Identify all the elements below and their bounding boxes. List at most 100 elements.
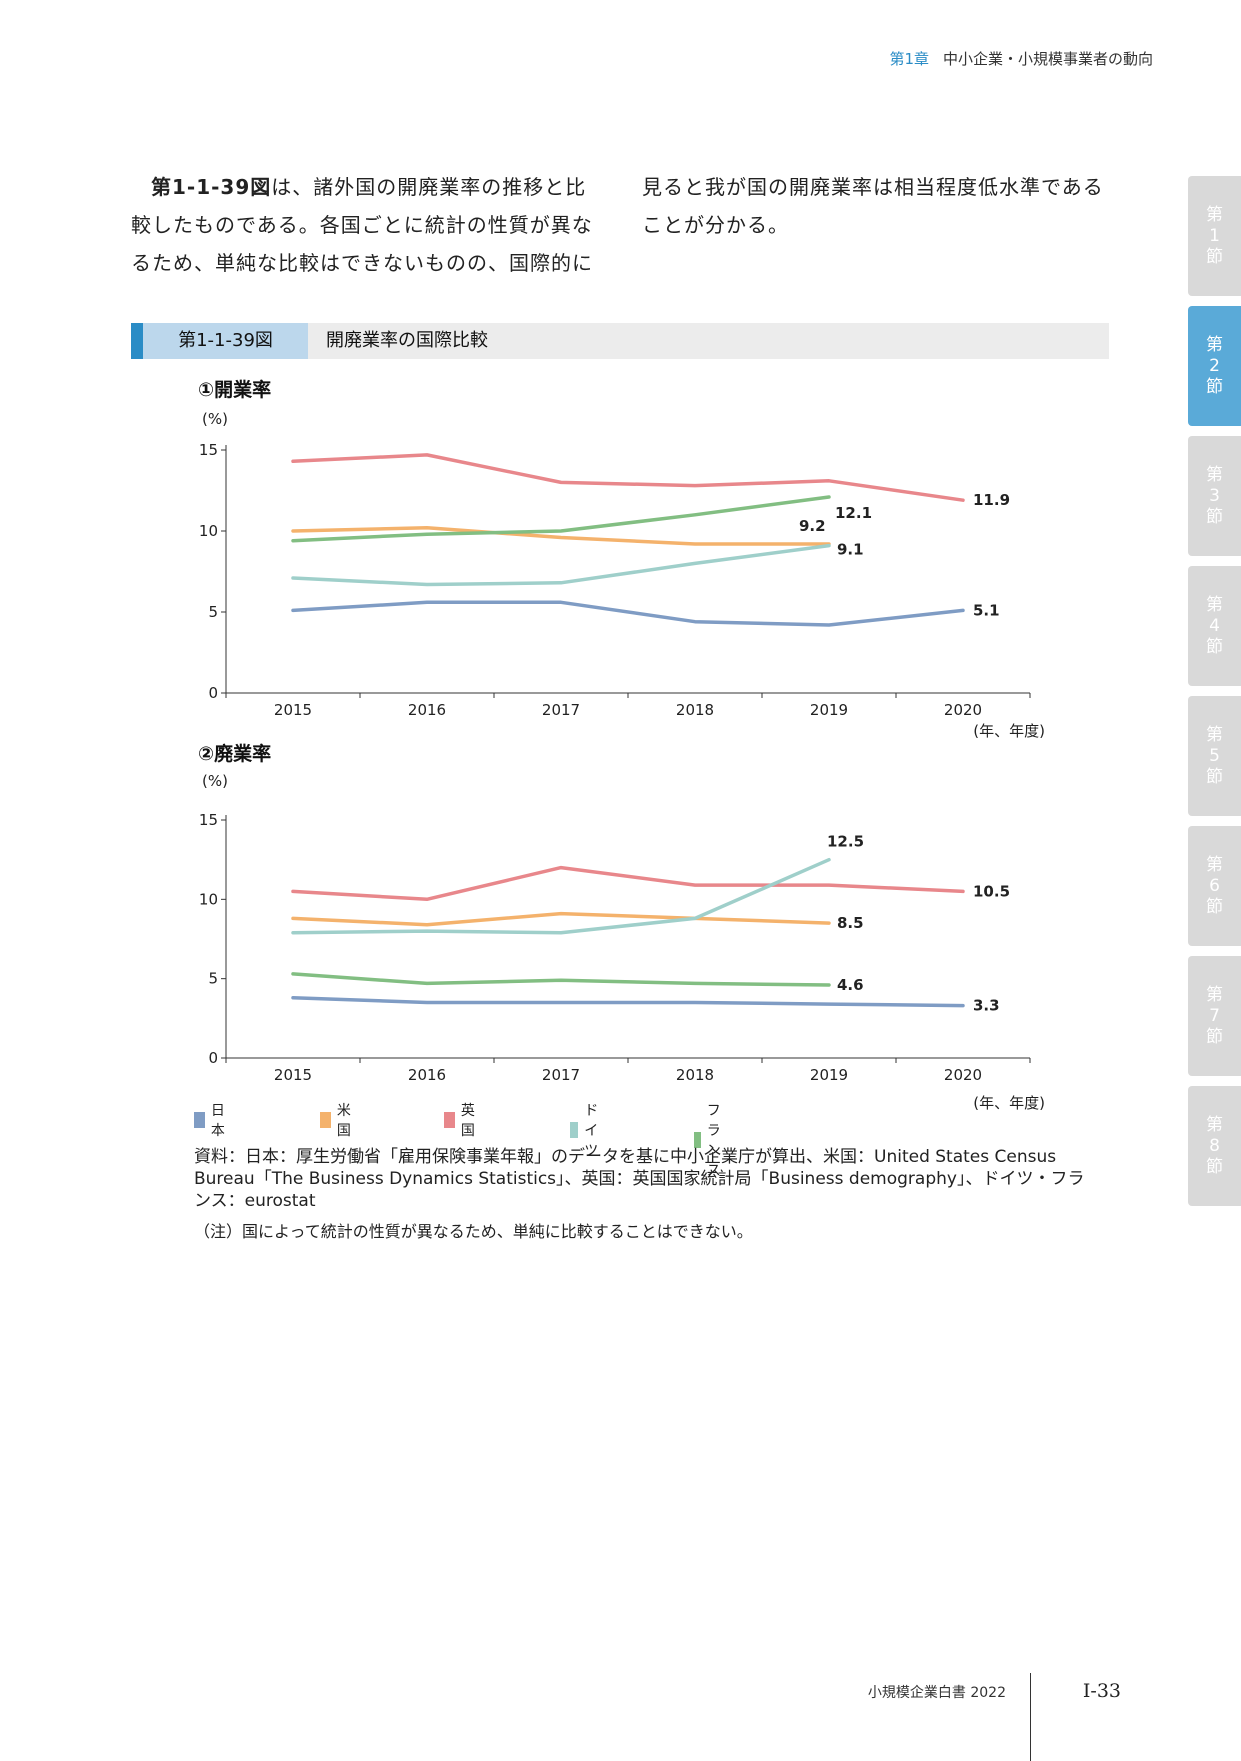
source-note: 資料：日本：厚生労働省「雇用保険事業年報」のデータを基に中小企業庁が算出、米国：… <box>194 1147 1085 1211</box>
data-label: 5.1 <box>973 601 1000 619</box>
figure-reference: 第1-1-39図 <box>151 175 272 199</box>
section-tab-text: 節 <box>1206 376 1223 397</box>
section-tab-text: 第 <box>1206 594 1223 615</box>
series-line <box>291 526 831 546</box>
legend-label: 日本 <box>210 1103 225 1139</box>
footer-divider <box>1030 1673 1031 1761</box>
series-line <box>291 995 965 1008</box>
x-axis-label: (年、年度) <box>973 722 1045 740</box>
series-line <box>291 857 831 935</box>
y-tick-label: 10 <box>199 890 218 908</box>
section-tab-text: 第 <box>1206 854 1223 875</box>
data-label: 8.5 <box>837 914 864 932</box>
legend-swatch <box>570 1122 579 1138</box>
section-tab-text: 1 <box>1209 225 1220 246</box>
legend-label: フランス <box>706 1103 721 1179</box>
x-tick-label: 2017 <box>542 1066 580 1084</box>
page-number: I-33 <box>1082 1680 1121 1702</box>
section-tab-text: 第 <box>1206 334 1223 355</box>
y-tick-label: 5 <box>208 970 218 988</box>
legend-label: 米国 <box>336 1103 351 1139</box>
section-tab-text: 第 <box>1206 984 1223 1005</box>
y-tick-label: 5 <box>208 603 218 621</box>
figure-title-accent <box>131 323 143 359</box>
section-tab-text: 6 <box>1209 875 1220 896</box>
x-tick-label: 2018 <box>676 701 714 719</box>
y-axis-unit: (%) <box>202 772 228 790</box>
legend-label: ドイツ <box>584 1103 599 1159</box>
section-tab-text: 第 <box>1206 204 1223 225</box>
legend-item: 日本 <box>194 1100 230 1140</box>
legend-item: 英国 <box>444 1100 480 1140</box>
data-label: 12.1 <box>835 504 872 522</box>
section-tab-text: 4 <box>1209 615 1220 636</box>
legend-swatch <box>444 1112 455 1128</box>
book-title: 小規模企業白書 2022 <box>867 1685 1006 1701</box>
x-tick-label: 2019 <box>810 1066 848 1084</box>
section-tab-text: 節 <box>1206 1026 1223 1047</box>
data-label: 10.5 <box>973 882 1010 900</box>
x-axis-label: (年、年度) <box>973 1094 1045 1112</box>
x-tick-label: 2019 <box>810 701 848 719</box>
section-tab-text: 7 <box>1209 1005 1220 1026</box>
figure-number: 第1-1-39図 <box>143 323 308 359</box>
y-tick-label: 15 <box>199 811 218 829</box>
y-tick-label: 15 <box>199 441 218 459</box>
data-label: 4.6 <box>837 976 864 994</box>
series-line <box>291 972 831 987</box>
legend-swatch <box>694 1132 701 1148</box>
y-tick-label: 0 <box>208 684 218 702</box>
x-tick-label: 2020 <box>944 1066 982 1084</box>
section-tab-text: 8 <box>1209 1135 1220 1156</box>
legend-swatch <box>194 1112 205 1128</box>
series-line <box>291 911 831 927</box>
section-tab-text: 節 <box>1206 896 1223 917</box>
section-tab-text: 第 <box>1206 1114 1223 1135</box>
series-line <box>291 495 831 543</box>
legend-label: 英国 <box>460 1103 475 1139</box>
x-tick-label: 2015 <box>274 1066 312 1084</box>
data-label: 9.1 <box>837 541 864 559</box>
y-tick-label: 10 <box>199 522 218 540</box>
series-line <box>291 600 965 627</box>
data-label: 9.2 <box>799 517 826 535</box>
series-line <box>291 543 831 587</box>
section-tab-text: 節 <box>1206 1156 1223 1177</box>
section-tab-text: 節 <box>1206 506 1223 527</box>
body-text-left: 第1-1-39図は、諸外国の開廃業率の推移と比較したものである。各国ごとに統計の… <box>131 168 607 282</box>
section-tab-text: 節 <box>1206 636 1223 657</box>
body-text-right: 見ると我が国の開廃業率は相当程度低水準であることが分かる。 <box>642 175 1104 237</box>
section-tab-text: 第 <box>1206 464 1223 485</box>
data-label: 3.3 <box>973 997 1000 1015</box>
x-tick-label: 2020 <box>944 701 982 719</box>
chart-title: ②廃業率 <box>198 742 271 765</box>
chart-title: ①開業率 <box>198 378 271 401</box>
chart-opening-rate: ①開業率 (%) 0 5 10 15 2015 2016 2017 2018 2019 2020 (年、… <box>198 378 1045 740</box>
section-tab-text: 5 <box>1209 745 1220 766</box>
figure-title: 開廃業率の国際比較 <box>326 330 488 351</box>
body-text-left-content: は、諸外国の開廃業率の推移と比較したものである。各国ごとに統計の性質が異なるため… <box>131 175 593 275</box>
data-label: 12.5 <box>827 833 864 851</box>
chapter-number: 第1章 <box>889 50 929 68</box>
x-tick-label: 2016 <box>408 1066 446 1084</box>
data-label: 11.9 <box>973 491 1010 509</box>
legend-item: ドイツ <box>570 1100 606 1160</box>
legend-swatch <box>320 1112 331 1128</box>
series-line <box>291 453 965 502</box>
legend-item: 米国 <box>320 1100 356 1140</box>
section-tab-text: 節 <box>1206 766 1223 787</box>
x-tick-label: 2018 <box>676 1066 714 1084</box>
figure-title-bar: 第1-1-39図 開廃業率の国際比較 <box>131 323 1109 359</box>
footnote: （注）国によって統計の性質が異なるため、単純に比較することはできない。 <box>194 1222 753 1241</box>
running-header: 第1章 中小企業・小規模事業者の動向 <box>889 48 1153 69</box>
x-tick-label: 2016 <box>408 701 446 719</box>
